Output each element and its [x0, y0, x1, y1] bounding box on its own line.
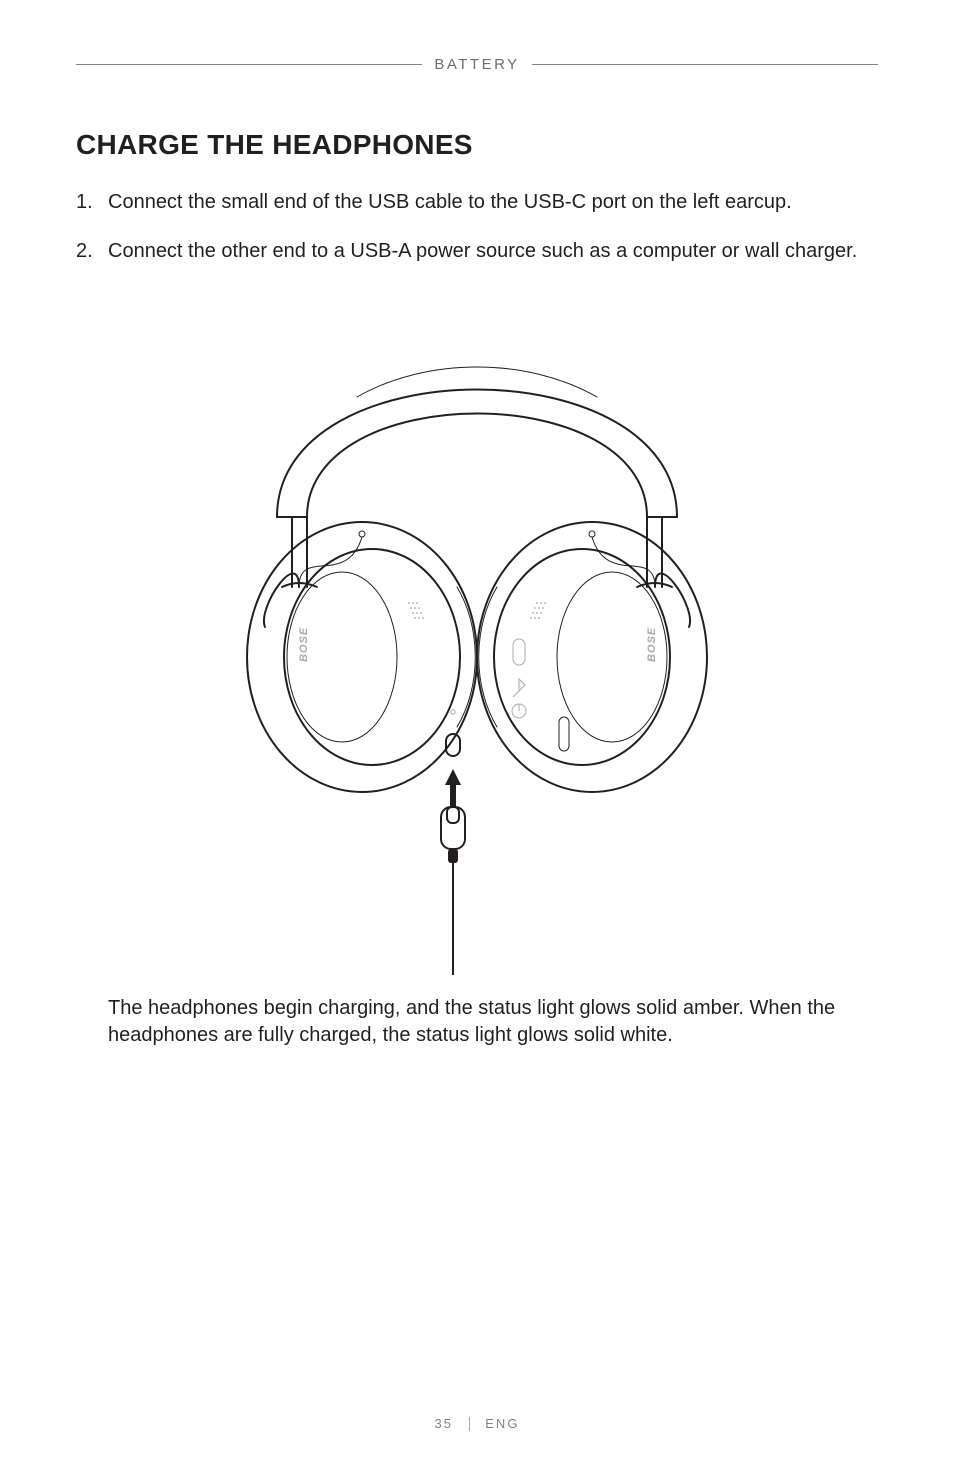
- page-number: 35: [435, 1416, 453, 1431]
- headphones-figure: BOSE BOSE: [157, 287, 797, 977]
- step-item: Connect the small end of the USB cable t…: [76, 189, 878, 216]
- step-text: Connect the small end of the USB cable t…: [108, 191, 792, 213]
- footer-separator: [469, 1417, 470, 1431]
- section-title: CHARGE THE HEADPHONES: [76, 129, 878, 161]
- figure-container: BOSE BOSE: [76, 287, 878, 977]
- step-text: Connect the other end to a USB-A power s…: [108, 240, 857, 262]
- result-paragraph: The headphones begin charging, and the s…: [76, 995, 878, 1049]
- rule-left: [76, 64, 422, 65]
- manual-page: BATTERY CHARGE THE HEADPHONES Connect th…: [0, 0, 954, 1475]
- svg-text:BOSE: BOSE: [298, 627, 310, 662]
- rule-right: [532, 64, 878, 65]
- chapter-label: BATTERY: [434, 56, 519, 73]
- svg-text:BOSE: BOSE: [646, 627, 658, 662]
- step-item: Connect the other end to a USB-A power s…: [76, 238, 878, 265]
- steps-list: Connect the small end of the USB cable t…: [76, 189, 878, 265]
- page-footer: 35 ENG: [0, 1416, 954, 1431]
- chapter-header: BATTERY: [76, 56, 878, 73]
- page-lang: ENG: [485, 1416, 519, 1431]
